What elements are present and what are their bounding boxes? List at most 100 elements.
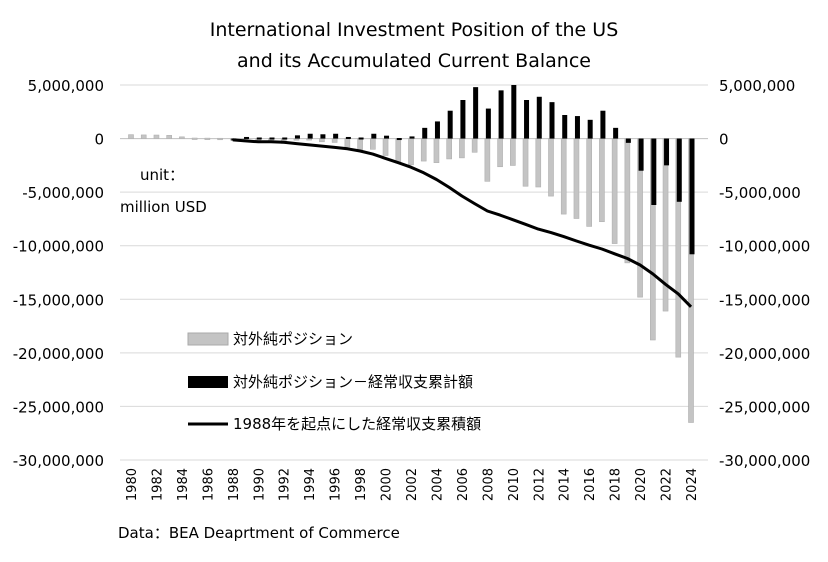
bar-niip-minus-accum-2016 bbox=[587, 119, 593, 139]
bar-niip-minus-accum-2010 bbox=[511, 85, 517, 139]
bar-niip-2016 bbox=[586, 138, 592, 227]
x-tick-label: 2020 bbox=[634, 468, 649, 501]
y-tick-label-left: -30,000,000 bbox=[13, 452, 104, 470]
y-tick-label-right: -15,000,000 bbox=[719, 291, 810, 309]
bar-niip-1999 bbox=[370, 138, 376, 150]
y-tick-label-left: -5,000,000 bbox=[22, 184, 104, 202]
source-note: Data：BEA Deaprtment of Commerce bbox=[118, 524, 400, 542]
x-tick-label: 2012 bbox=[532, 468, 547, 501]
bar-niip-minus-accum-2005 bbox=[447, 110, 453, 139]
bar-niip-minus-accum-2004 bbox=[434, 121, 440, 139]
bar-niip-minus-accum-2001 bbox=[396, 138, 402, 141]
bar-niip-minus-accum-2002 bbox=[409, 136, 415, 139]
bar-niip-2006 bbox=[459, 138, 465, 159]
bar-niip-1985 bbox=[191, 137, 198, 140]
unit-label: unit： bbox=[140, 166, 184, 184]
x-tick-label: 1996 bbox=[329, 468, 344, 501]
y-tick-label-left: 0 bbox=[94, 131, 104, 149]
bar-niip-minus-accum-2013 bbox=[549, 102, 555, 139]
bar-niip-minus-accum-1995 bbox=[320, 134, 326, 139]
bar-niip-minus-accum-2006 bbox=[460, 100, 466, 139]
bar-niip-1984 bbox=[179, 136, 185, 139]
legend-label-niip-minus-accum: 対外純ポジション－経常収支累計額 bbox=[233, 373, 473, 391]
bar-niip-minus-accum-2014 bbox=[562, 115, 568, 139]
x-tick-label: 1986 bbox=[201, 468, 216, 501]
x-tick-label: 2008 bbox=[481, 468, 496, 501]
bar-niip-minus-accum-1998 bbox=[358, 137, 364, 140]
y-tick-label-right: 0 bbox=[719, 131, 729, 149]
gridlines bbox=[120, 84, 708, 461]
x-tick-label: 1982 bbox=[150, 468, 165, 501]
bar-niip-minus-accum-2017 bbox=[600, 110, 606, 139]
y-tick-label-left: -25,000,000 bbox=[13, 398, 104, 416]
bar-niip-2010 bbox=[510, 138, 516, 166]
y-tick-label-right: -10,000,000 bbox=[719, 238, 810, 256]
bar-niip-2003 bbox=[420, 138, 427, 162]
x-tick-label: 1988 bbox=[227, 468, 242, 501]
bar-niip-minus-accum-2009 bbox=[498, 90, 504, 139]
y-tick-label-right: -5,000,000 bbox=[719, 184, 801, 202]
chart-title-line1: International Investment Position of the… bbox=[210, 19, 619, 41]
bar-niip-2009 bbox=[497, 138, 503, 168]
bar-niip-2013 bbox=[548, 138, 554, 197]
x-axis: 1980 1982 1984 1986 1988 1990 1992 1994 1996 1998… bbox=[125, 468, 700, 501]
x-tick-label: 2022 bbox=[660, 468, 675, 501]
x-tick-label: 2024 bbox=[685, 468, 700, 501]
bar-niip-2019 bbox=[624, 138, 631, 264]
y-tick-label-left: -15,000,000 bbox=[13, 291, 104, 309]
bar-niip-1983 bbox=[166, 135, 172, 139]
x-tick-label: 2004 bbox=[430, 468, 445, 501]
x-tick-label: 1984 bbox=[176, 468, 191, 501]
bar-niip-minus-accum-2007 bbox=[473, 87, 479, 139]
x-tick-label: 2016 bbox=[583, 468, 598, 501]
y-axis-right: 5,000,000 0 -5,000,000 -10,000,000 -15,000,0… bbox=[719, 77, 810, 470]
y-tick-label-right: 5,000,000 bbox=[719, 77, 795, 95]
y-tick-label-right: -25,000,000 bbox=[719, 398, 810, 416]
bar-niip-1996 bbox=[331, 138, 338, 143]
bar-niip-minus-accum-2000 bbox=[384, 135, 390, 139]
bar-niip-2011 bbox=[522, 138, 529, 187]
x-tick-label: 1998 bbox=[354, 468, 369, 501]
x-tick-label: 2018 bbox=[609, 468, 624, 501]
bar-niip-2005 bbox=[446, 138, 452, 160]
legend-label-accum-line: 1988年を起点にした経常収支累積額 bbox=[233, 415, 481, 433]
bar-niip-minus-accum-1990 bbox=[256, 137, 262, 140]
unit-value: million USD bbox=[120, 198, 207, 216]
bar-niip-2007 bbox=[471, 138, 478, 153]
bar-niip-1997 bbox=[344, 138, 351, 148]
bar-niip-minus-accum-2020 bbox=[638, 138, 644, 171]
bar-niip-minus-accum-2012 bbox=[536, 96, 542, 139]
x-tick-label: 2006 bbox=[456, 468, 471, 501]
bar-niip-minus-accum-1996 bbox=[333, 133, 339, 139]
chart-title-line2: and its Accumulated Current Balance bbox=[237, 50, 591, 72]
bar-niip-2004 bbox=[433, 138, 440, 163]
bar-niip-1986 bbox=[204, 137, 211, 140]
bar-niip-2000 bbox=[382, 138, 389, 156]
bar-niip-2014 bbox=[560, 138, 567, 215]
bar-niip-1994 bbox=[306, 138, 312, 141]
legend-swatch-niip bbox=[187, 332, 229, 346]
bar-niip-2012 bbox=[535, 138, 542, 188]
bar-niip-minus-accum-2011 bbox=[524, 100, 530, 139]
bar-niip-2015 bbox=[573, 138, 580, 219]
legend: 対外純ポジション 対外純ポジション－経常収支累計額 1988年を起点にした経常収… bbox=[187, 330, 481, 433]
y-tick-label-right: -30,000,000 bbox=[719, 452, 810, 470]
bar-niip-minus-accum-1994 bbox=[307, 133, 313, 139]
bar-niip-1982 bbox=[153, 134, 160, 139]
bar-niip-1998 bbox=[357, 138, 363, 151]
bar-niip-minus-accum-1999 bbox=[371, 133, 377, 139]
x-tick-label: 2002 bbox=[405, 468, 420, 501]
y-tick-label-left: 5,000,000 bbox=[28, 77, 104, 95]
bar-niip-minus-accum-2018 bbox=[613, 127, 619, 139]
x-tick-label: 1994 bbox=[303, 468, 318, 501]
bar-niip-2001 bbox=[395, 138, 402, 164]
y-tick-label-right: -20,000,000 bbox=[719, 345, 810, 363]
bar-niip-minus-accum-2023 bbox=[676, 138, 682, 202]
bar-niip-minus-accum-2022 bbox=[664, 138, 670, 166]
bar-niip-minus-accum-1991 bbox=[269, 137, 275, 140]
niip-minus-accum-bars bbox=[231, 85, 695, 255]
x-tick-label: 1980 bbox=[125, 468, 140, 501]
bar-niip-minus-accum-2021 bbox=[651, 138, 657, 205]
bar-niip-minus-accum-2019 bbox=[625, 138, 631, 143]
